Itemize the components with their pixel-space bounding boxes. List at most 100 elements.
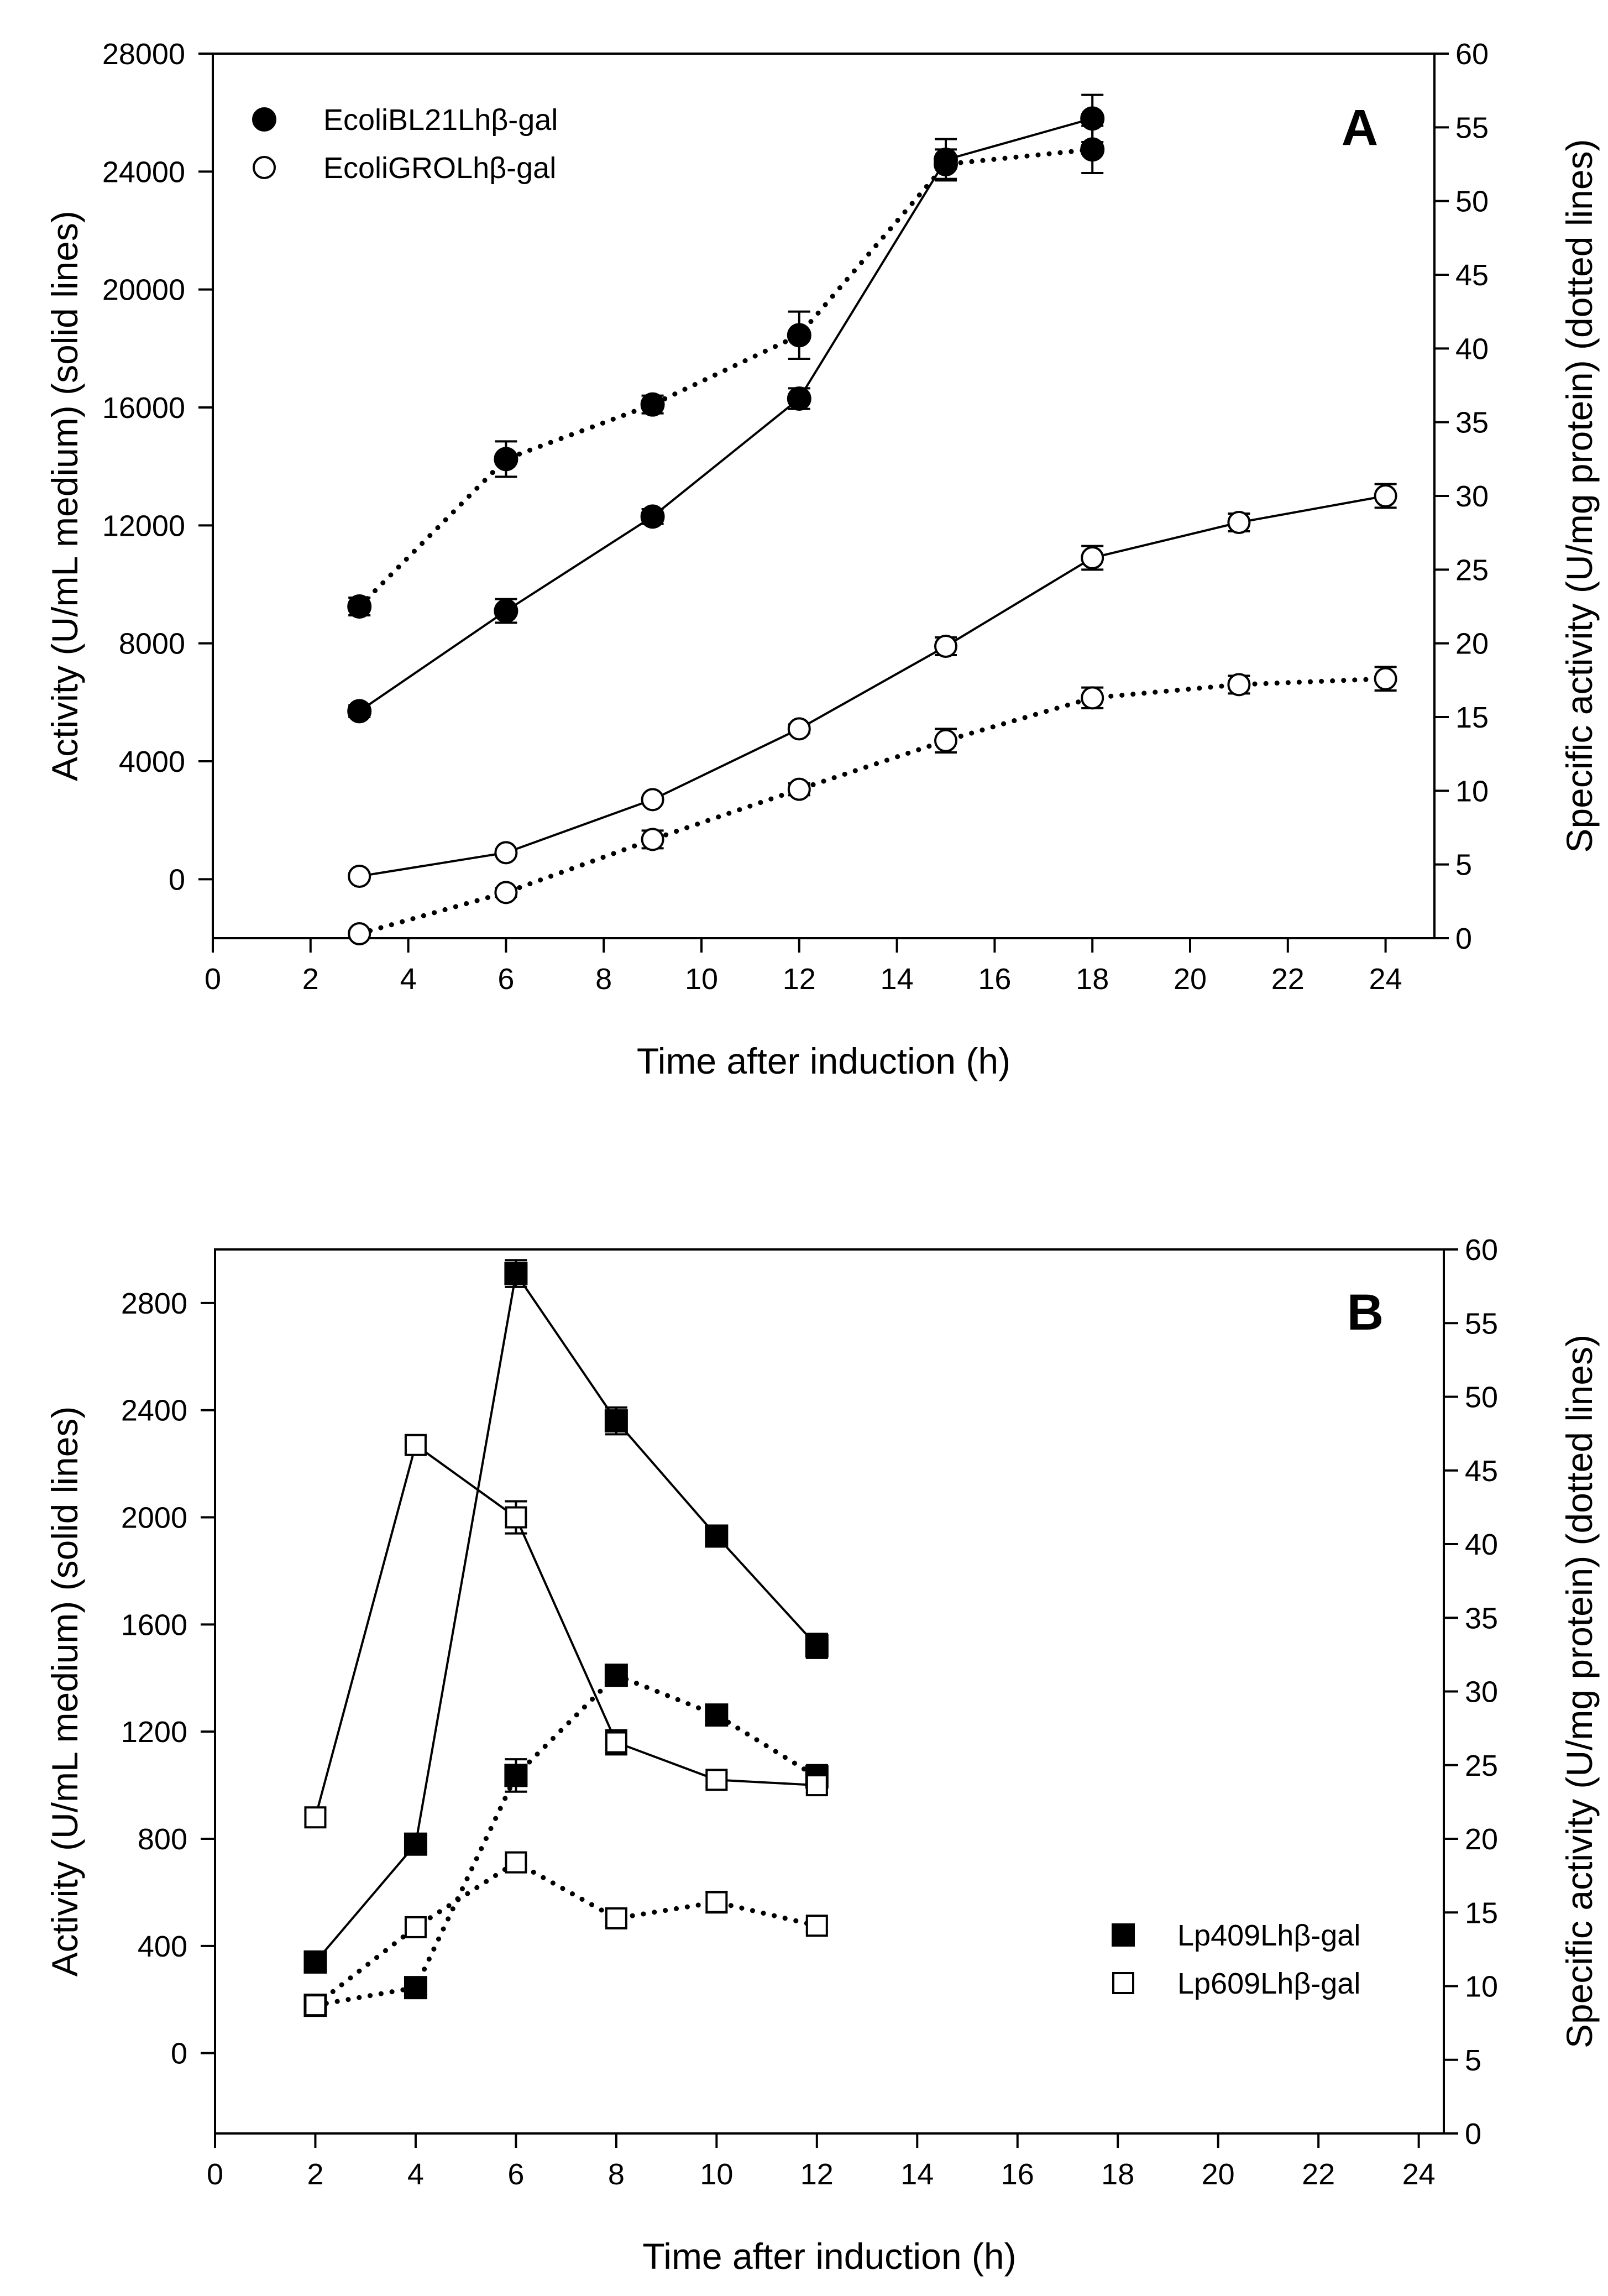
y-right-tick-label: 5 — [1455, 849, 1472, 882]
data-point — [787, 386, 811, 411]
x-axis-label: Time after induction (h) — [642, 2236, 1016, 2277]
data-point — [787, 717, 811, 741]
data-point — [304, 1806, 327, 1829]
y-right-tick-label: 35 — [1465, 1602, 1498, 1635]
y-left-tick-label: 20000 — [102, 274, 185, 307]
data-point — [604, 1664, 628, 1687]
legend-marker — [253, 156, 276, 179]
x-tick-label: 4 — [407, 2158, 424, 2191]
data-point — [705, 1769, 728, 1791]
x-axis-label: Time after induction (h) — [637, 1040, 1010, 1081]
y-left-tick-label: 28000 — [102, 38, 185, 71]
data-point — [505, 1851, 527, 1874]
data-point — [404, 1916, 427, 1938]
x-tick-label: 14 — [900, 2158, 934, 2191]
data-point — [504, 1262, 528, 1285]
y-left-tick-label: 400 — [138, 1930, 187, 1963]
data-point — [641, 828, 664, 851]
data-point — [348, 922, 371, 945]
data-point — [505, 1506, 527, 1529]
data-point — [705, 1703, 729, 1727]
data-point — [1374, 667, 1397, 691]
data-point — [347, 594, 372, 619]
data-point — [605, 1731, 627, 1754]
data-point — [1081, 546, 1104, 569]
y-left-tick-label: 2400 — [121, 1394, 187, 1427]
x-tick-label: 24 — [1369, 963, 1402, 996]
x-tick-label: 22 — [1271, 963, 1305, 996]
data-point — [705, 1524, 729, 1548]
legend-marker — [1112, 1972, 1134, 1994]
y-left-tick-label: 4000 — [119, 745, 185, 778]
data-point — [605, 1907, 627, 1929]
data-point — [494, 447, 518, 472]
data-point — [1081, 686, 1104, 710]
data-point — [805, 1634, 829, 1658]
data-point — [787, 323, 811, 348]
y-right-tick-label: 10 — [1455, 775, 1489, 808]
x-tick-label: 14 — [881, 963, 914, 996]
y-right-tick-label: 25 — [1455, 553, 1489, 587]
data-point — [640, 504, 665, 529]
legend-label: EcoliBL21Lhβ-gal — [323, 103, 558, 137]
x-tick-label: 2 — [307, 2158, 323, 2191]
data-point — [805, 1915, 828, 1937]
y-right-tick-label: 40 — [1455, 332, 1489, 365]
y-left-tick-label: 2800 — [121, 1287, 187, 1320]
y-right-tick-label: 45 — [1465, 1455, 1498, 1488]
y-left-tick-label: 8000 — [119, 627, 185, 661]
y-right-tick-label: 15 — [1465, 1896, 1498, 1929]
y-right-tick-label: 5 — [1465, 2044, 1481, 2077]
y-right-tick-label: 30 — [1455, 480, 1489, 513]
y-right-tick-label: 25 — [1465, 1749, 1498, 1782]
data-point — [1374, 484, 1397, 508]
y-left-tick-label: 24000 — [102, 155, 185, 189]
x-tick-label: 6 — [507, 2158, 524, 2191]
y-axis-label-left: Activity (U/mL medium) (solid lines) — [44, 1406, 85, 1977]
data-point — [805, 1774, 828, 1797]
legend-label: Lp609Lhβ-gal — [1177, 1967, 1360, 2000]
y-right-tick-label: 50 — [1465, 1381, 1498, 1414]
data-point — [934, 635, 957, 658]
data-point — [1080, 137, 1105, 162]
data-point — [504, 1764, 528, 1787]
x-tick-label: 18 — [1076, 963, 1109, 996]
y-left-tick-label: 2000 — [121, 1502, 187, 1535]
y-right-tick-label: 20 — [1465, 1823, 1498, 1856]
y-left-tick-label: 800 — [138, 1823, 187, 1856]
panel-label: A — [1342, 100, 1378, 156]
y-right-tick-label: 55 — [1455, 111, 1489, 144]
data-point — [1227, 511, 1251, 534]
y-right-tick-label: 30 — [1465, 1676, 1498, 1709]
x-tick-label: 24 — [1402, 2158, 1436, 2191]
x-tick-label: 0 — [205, 963, 221, 996]
data-point — [640, 392, 665, 417]
y-axis-label-right: Specific activity (U/mg protein) (dotted… — [1559, 1335, 1600, 2048]
y-left-tick-label: 1200 — [121, 1716, 187, 1749]
x-tick-label: 10 — [685, 963, 718, 996]
y-right-tick-label: 55 — [1465, 1307, 1498, 1340]
data-point — [404, 1434, 427, 1456]
x-tick-label: 20 — [1202, 2158, 1235, 2191]
data-point — [404, 1976, 427, 2000]
series-line-specific-activity — [357, 676, 1389, 937]
x-tick-label: 20 — [1174, 963, 1207, 996]
y-right-tick-label: 35 — [1455, 406, 1489, 440]
data-point — [404, 1832, 427, 1856]
data-point — [787, 777, 811, 801]
data-point — [494, 841, 518, 865]
data-point — [304, 1994, 327, 2017]
data-point — [1227, 673, 1251, 697]
y-right-tick-label: 0 — [1465, 2117, 1481, 2151]
data-point — [347, 699, 372, 724]
y-left-tick-label: 12000 — [102, 509, 185, 542]
y-right-tick-label: 60 — [1455, 38, 1489, 71]
legend-label: Lp409Lhβ-gal — [1177, 1919, 1360, 1952]
y-right-tick-label: 20 — [1455, 627, 1489, 661]
x-tick-label: 10 — [700, 2158, 733, 2191]
data-point — [604, 1409, 628, 1433]
legend-label: EcoliGROLhβ-gal — [323, 151, 556, 185]
series-line-specific-activity — [313, 1860, 820, 2008]
